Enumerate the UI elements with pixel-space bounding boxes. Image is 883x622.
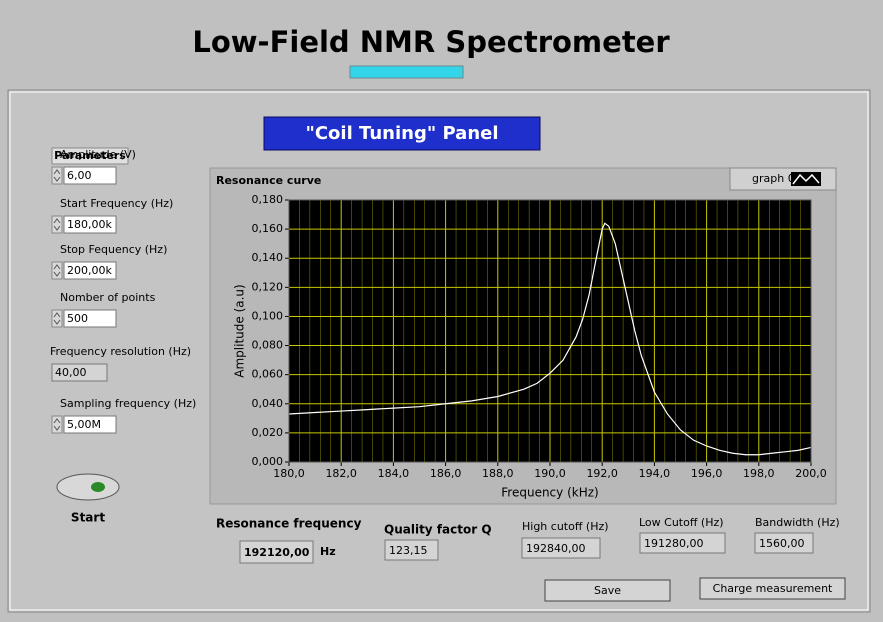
result-field	[639, 532, 726, 554]
y-tick-label: 0,160	[252, 222, 284, 235]
result-label: Bandwidth (Hz)	[755, 516, 840, 529]
control-label: Sampling frequency (Hz)	[60, 397, 196, 410]
control-label: Stop Fequency (Hz)	[60, 243, 167, 256]
y-tick-label: 0,120	[252, 280, 284, 293]
spinner-arrows	[53, 169, 61, 182]
control-label: Start Frequency (Hz)	[60, 197, 173, 210]
control-value: 180,00k	[67, 218, 112, 231]
x-tick-label: 186,0	[430, 467, 462, 480]
legend-swatch-bg	[791, 172, 821, 186]
spinner[interactable]	[51, 261, 63, 280]
y-tick-label: 0,080	[252, 339, 284, 352]
result-value: 192120,00	[244, 546, 310, 559]
control-value: 500	[67, 312, 88, 325]
x-tick-label: 180,0	[273, 467, 305, 480]
y-tick-label: 0,100	[252, 309, 284, 322]
parameters-heading: Parameters	[54, 149, 126, 162]
control-label: Amplitude (V)	[60, 148, 136, 161]
x-tick-label: 184,0	[378, 467, 410, 480]
y-tick-label: 0,140	[252, 251, 284, 264]
start-button[interactable]	[56, 473, 120, 501]
button[interactable]	[544, 579, 671, 602]
y-axis-label: Amplitude (a.u)	[233, 284, 247, 377]
result-field	[754, 532, 814, 554]
x-tick-label: 188,0	[482, 467, 514, 480]
result-field	[239, 540, 314, 564]
spinner[interactable]	[51, 166, 63, 185]
legend-swatch	[792, 173, 820, 185]
plot-border	[288, 199, 812, 463]
y-tick-label: 0,020	[252, 426, 284, 439]
result-field	[521, 537, 601, 559]
spinner[interactable]	[51, 415, 63, 434]
status-bar	[349, 65, 464, 79]
spinner-arrows	[53, 418, 61, 431]
x-tick-label: 192,0	[586, 467, 618, 480]
control-label: Nomber of points	[60, 291, 156, 304]
control-field	[51, 363, 108, 382]
control-field[interactable]	[63, 215, 117, 234]
control-value: 5,00M	[67, 418, 101, 431]
graph-title: Resonance curve	[216, 174, 321, 187]
result-label: Resonance frequency	[216, 517, 362, 531]
y-tick-label: 0,180	[252, 193, 284, 206]
result-value: 191280,00	[644, 537, 704, 550]
parameters-heading-box	[51, 147, 129, 165]
button-label: Charge measurement	[713, 582, 833, 595]
x-tick-label: 200,0	[795, 467, 827, 480]
control-value: 200,00k	[67, 264, 112, 277]
panel-banner-text: "Coil Tuning" Panel	[305, 123, 498, 144]
result-value: 1560,00	[759, 537, 805, 550]
result-value: 123,15	[389, 544, 428, 557]
panel-frame-highlight	[9, 91, 869, 611]
x-tick-label: 190,0	[534, 467, 566, 480]
result-label: Quality factor Q	[384, 523, 492, 537]
control-value: 6,00	[67, 169, 92, 182]
button[interactable]	[699, 577, 846, 600]
start-label: Start	[71, 511, 105, 525]
resonance-curve	[288, 222, 812, 456]
x-tick-label: 198,0	[743, 467, 775, 480]
control-field[interactable]	[63, 166, 117, 185]
spinner[interactable]	[51, 215, 63, 234]
y-tick-label: 0,000	[252, 455, 284, 468]
result-field	[384, 539, 439, 561]
panel-banner	[263, 116, 541, 151]
result-label: High cutoff (Hz)	[522, 520, 609, 533]
y-tick-label: 0,040	[252, 397, 284, 410]
x-tick-label: 196,0	[691, 467, 723, 480]
result-value: 192840,00	[526, 542, 586, 555]
start-led	[91, 482, 105, 492]
spinner-arrows	[53, 312, 61, 325]
x-axis-label: Frequency (kHz)	[501, 486, 598, 500]
app-title: Low-Field NMR Spectrometer	[192, 25, 670, 59]
unit-label: Hz	[320, 545, 336, 558]
control-field[interactable]	[63, 415, 117, 434]
spinner-arrows	[53, 218, 61, 231]
control-field[interactable]	[63, 261, 117, 280]
control-field[interactable]	[63, 309, 117, 328]
button-label: Save	[594, 584, 621, 597]
x-tick-label: 182,0	[325, 467, 357, 480]
legend-label: graph 0	[752, 172, 795, 185]
control-value: 40,00	[55, 366, 87, 379]
spinner-arrows	[53, 264, 61, 277]
x-tick-label: 194,0	[639, 467, 671, 480]
control-label: Frequency resolution (Hz)	[50, 345, 191, 358]
y-tick-label: 0,060	[252, 368, 284, 381]
result-label: Low Cutoff (Hz)	[639, 516, 724, 529]
spinner[interactable]	[51, 309, 63, 328]
